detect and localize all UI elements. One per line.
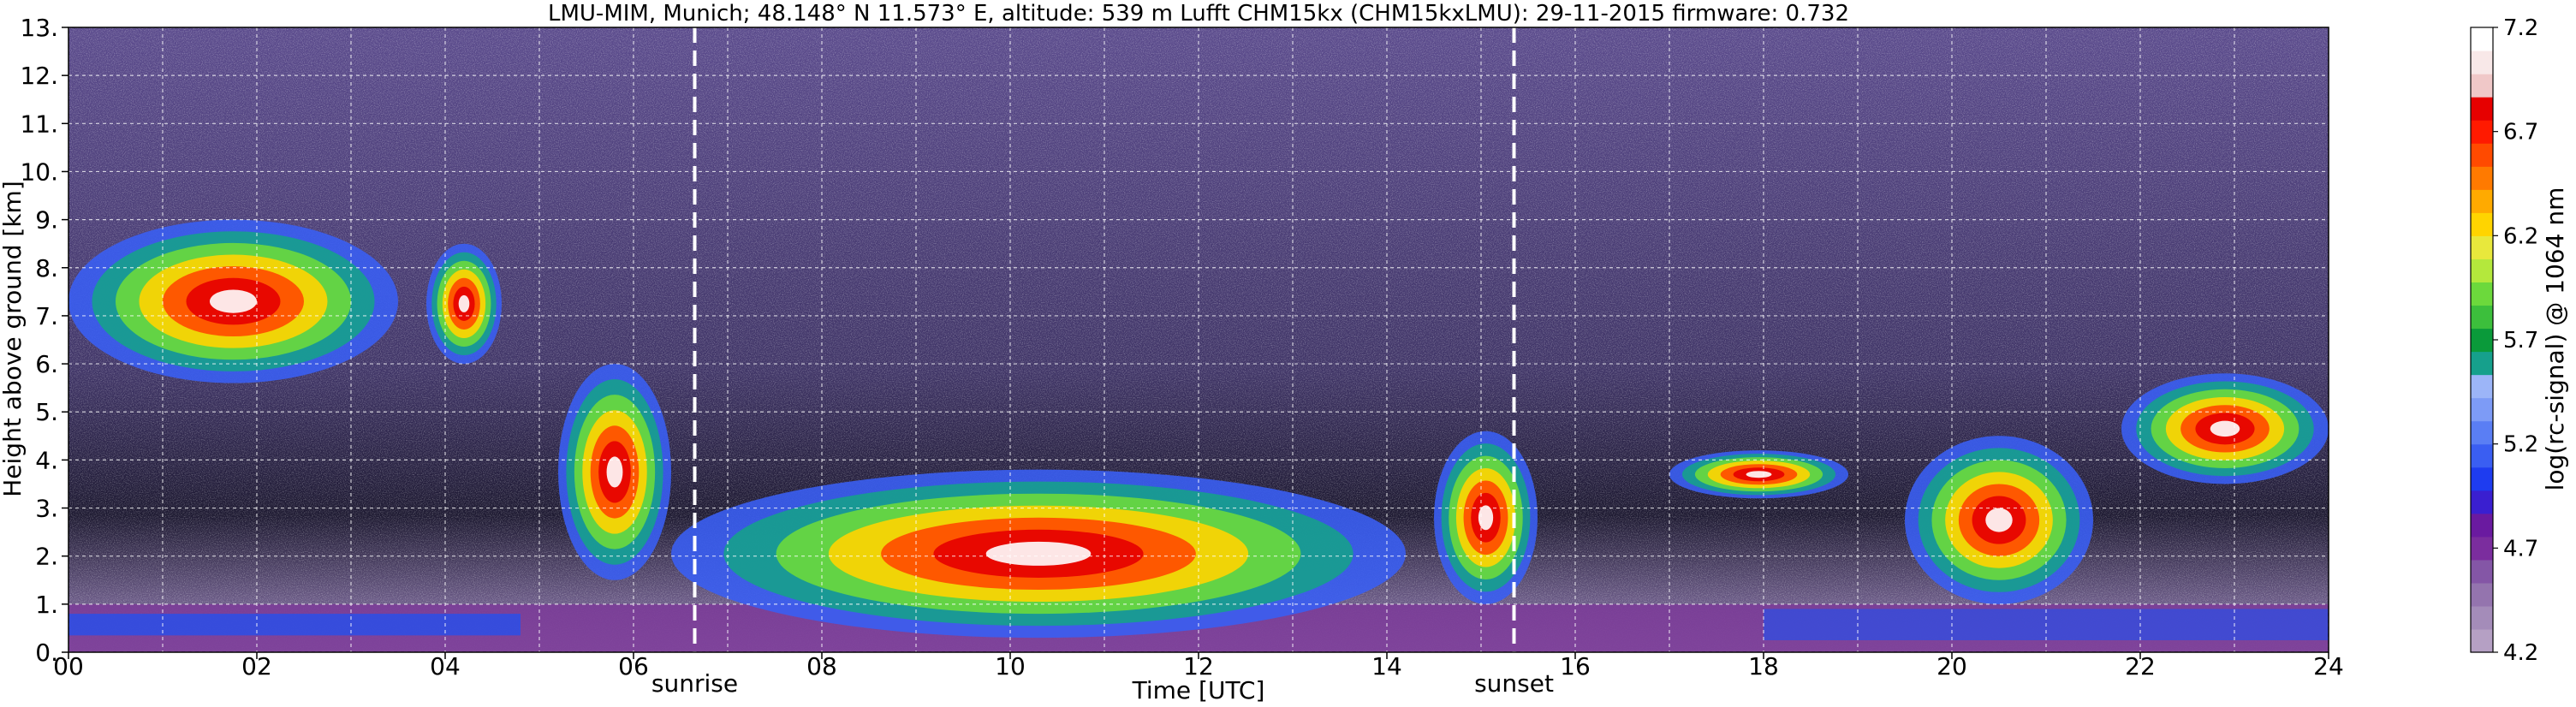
colorbar-swatch — [2471, 466, 2493, 491]
x-tick-label: 12 — [1183, 652, 1214, 680]
event-markers — [693, 27, 1516, 652]
colorbar-label: log(rc-signal) @ 1064 nm — [2541, 187, 2569, 491]
colorbar-swatch — [2471, 282, 2493, 306]
cloud-layer — [68, 219, 398, 383]
colorbar-swatch — [2471, 97, 2493, 121]
cloud-band — [2210, 420, 2240, 437]
y-axis: 0. 1. 2. 3. 4. 5. 6. 7. 8. 9. 10. 11. 12. 13. — [20, 14, 68, 667]
colorbar-tick-label: 6.7 — [2503, 120, 2538, 146]
colorbar-swatch — [2471, 536, 2493, 561]
x-tick-label: 22 — [2125, 652, 2156, 680]
cloud-layer — [671, 469, 1406, 639]
colorbar-swatch — [2471, 513, 2493, 538]
cloud-band — [1478, 505, 1494, 531]
y-tick-label: 13. — [20, 14, 58, 42]
cloud-layer — [1434, 431, 1538, 604]
x-tick-label: 14 — [1371, 652, 1402, 680]
colorbar-swatch — [2471, 559, 2493, 584]
x-tick-label: 18 — [1748, 652, 1779, 680]
x-tick-label: 04 — [430, 652, 461, 680]
y-tick-label: 6. — [35, 350, 58, 378]
x-tick-label: 08 — [806, 652, 837, 680]
x-tick-label: 00 — [53, 652, 84, 680]
cloud-band — [210, 289, 257, 313]
y-tick-label: 4. — [35, 446, 58, 474]
colorbar-swatch — [2471, 351, 2493, 376]
colorbar-swatch — [2471, 120, 2493, 144]
cloud-layer — [1669, 450, 1848, 499]
x-tick-label: 10 — [995, 652, 1026, 680]
colorbar-swatch — [2471, 328, 2493, 353]
y-tick-label: 2. — [35, 543, 58, 571]
boundary-layer-core — [68, 614, 521, 636]
colorbar-swatch — [2471, 374, 2493, 399]
y-tick-label: 9. — [35, 206, 58, 235]
colorbar-swatch — [2471, 605, 2493, 630]
colorbar-swatch — [2471, 166, 2493, 190]
colorbar-swatch — [2471, 443, 2493, 468]
colorbar-swatch — [2471, 490, 2493, 514]
y-tick-label: 11. — [20, 110, 58, 138]
cloud-layer — [2121, 373, 2329, 484]
cloud-layer — [1905, 436, 2093, 604]
colorbar-tick-label: 5.2 — [2503, 432, 2538, 458]
colorbar-swatch — [2471, 420, 2493, 445]
colorbar-swatch — [2471, 397, 2493, 422]
x-tick-label: 20 — [1936, 652, 1967, 680]
cloud-band — [458, 294, 470, 312]
x-axis: 00 02 04 06 08 10 12 14 16 18 20 22 24 — [53, 652, 2344, 680]
colorbar-tick-label: 7.2 — [2503, 15, 2538, 41]
cloud-layer — [558, 364, 671, 580]
colorbar-tick-label: 5.7 — [2503, 328, 2538, 354]
y-tick-label: 1. — [35, 591, 58, 619]
y-tick-label: 7. — [35, 302, 58, 330]
cloud-band — [606, 456, 623, 488]
colorbar-swatch — [2471, 628, 2493, 653]
colorbar-tick-label: 4.2 — [2503, 640, 2538, 666]
colorbar-tick-label: 4.7 — [2503, 536, 2538, 561]
colorbar-swatch — [2471, 143, 2493, 167]
colorbar-swatch — [2471, 582, 2493, 607]
cloud-layer — [426, 243, 502, 365]
colorbar-swatch — [2471, 305, 2493, 330]
x-tick-label: 06 — [618, 652, 649, 680]
colorbar-tick-label: 6.2 — [2503, 223, 2538, 249]
colorbar-swatch — [2471, 27, 2493, 51]
cloud-band — [985, 541, 1092, 566]
plot-area — [68, 27, 2329, 653]
x-tick-label: 16 — [1560, 652, 1591, 680]
x-tick-label: 24 — [2313, 652, 2344, 680]
y-tick-label: 5. — [35, 398, 58, 426]
sunrise-label: sunrise — [651, 669, 738, 698]
chart-title: LMU-MIM, Munich; 48.148° N 11.573° E, al… — [548, 1, 1849, 27]
colorbar-swatch — [2471, 235, 2493, 259]
y-tick-label: 0. — [35, 639, 58, 667]
y-tick-label: 8. — [35, 254, 58, 282]
cloud-band — [1746, 471, 1772, 478]
x-tick-label: 02 — [241, 652, 272, 680]
colorbar-swatch — [2471, 212, 2493, 236]
colorbar-swatch — [2471, 74, 2493, 98]
y-tick-label: 10. — [20, 157, 58, 186]
x-axis-label: Time [UTC] — [1132, 676, 1265, 704]
y-tick-label: 12. — [20, 62, 58, 90]
y-axis-label: Height above ground [km] — [0, 181, 27, 497]
colorbar-swatch — [2471, 50, 2493, 74]
cloud-band — [1985, 508, 2013, 532]
colorbar-swatch — [2471, 189, 2493, 213]
y-tick-label: 3. — [35, 495, 58, 523]
colorbar: 4.2 4.7 5.2 5.7 6.2 6.7 7.2 — [2470, 15, 2538, 666]
sunset-label: sunset — [1474, 669, 1554, 698]
colorbar-swatch — [2471, 258, 2493, 283]
